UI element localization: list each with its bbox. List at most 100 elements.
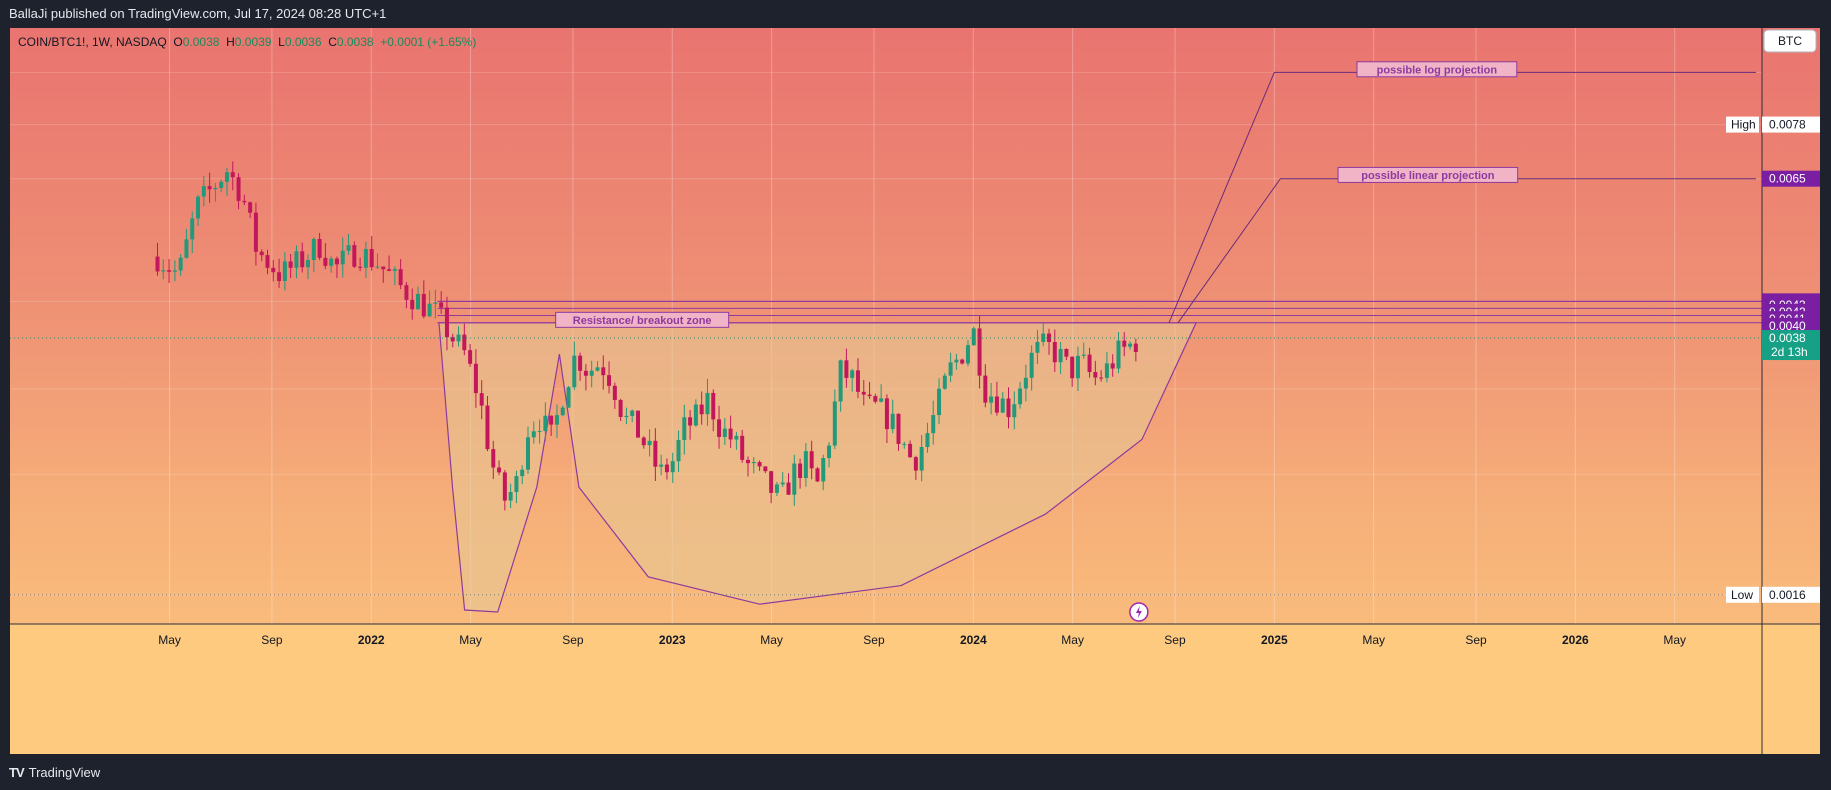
candle-body	[537, 431, 542, 433]
linear-projection-label-box	[1337, 166, 1519, 183]
candle-body	[630, 410, 635, 416]
price-label: 0.0065	[1769, 172, 1806, 186]
candle-body	[711, 392, 716, 420]
candle-body	[346, 245, 351, 251]
currency-button[interactable]	[1763, 29, 1817, 53]
candle-body	[549, 415, 554, 425]
candle-body	[184, 239, 189, 258]
candle-body	[375, 266, 380, 268]
candle-body	[1087, 354, 1092, 373]
log-projection-label: possible log projection	[1377, 64, 1498, 76]
candle-body	[277, 272, 282, 281]
candle-body	[890, 413, 895, 430]
price-tag-box	[1726, 586, 1759, 603]
candle-body	[618, 399, 623, 417]
candle-body	[178, 257, 183, 271]
candle-body	[444, 307, 449, 338]
candle-body	[676, 439, 681, 462]
candle-body	[439, 302, 444, 308]
candle-body	[317, 238, 322, 258]
price-tag-box	[1726, 116, 1759, 133]
candle-body	[693, 404, 698, 426]
candle-body	[937, 388, 942, 416]
linear-projection-label: possible linear projection	[1361, 170, 1495, 182]
time-axis-label: 2026	[1562, 633, 1589, 647]
time-axis-label: May	[158, 633, 181, 647]
candle-body	[282, 261, 287, 281]
candle-body	[230, 172, 235, 178]
candle-body	[717, 419, 722, 437]
bar-countdown: 2d 13h	[1771, 345, 1808, 359]
candle-body	[757, 462, 762, 467]
candle-body	[774, 484, 779, 493]
time-axis-label: 2022	[358, 633, 385, 647]
candle-body	[664, 464, 669, 473]
candle-body	[861, 391, 866, 395]
breakout-zone-label-box	[555, 311, 730, 328]
candle-body	[1035, 341, 1040, 353]
candle-body	[421, 293, 426, 317]
candle-body	[809, 451, 814, 469]
candle-body	[1029, 352, 1034, 378]
candle-body	[612, 385, 617, 400]
candle-body	[1006, 398, 1011, 418]
close-value: 0.0038	[336, 35, 374, 49]
candle-body	[855, 370, 860, 392]
candle-body	[942, 375, 947, 389]
candle-body	[838, 360, 843, 402]
candle-body	[508, 492, 513, 501]
candle-body	[977, 328, 982, 376]
candle-body	[1128, 343, 1133, 347]
linear-projection-line	[1177, 178, 1756, 324]
candle-body	[207, 186, 212, 190]
tradingview-logo-icon: TV	[9, 765, 25, 780]
candlestick-chart[interactable]: Resistance/ breakout zone possible log pr…	[10, 28, 1820, 754]
chart-area[interactable]: Resistance/ breakout zone possible log pr…	[10, 28, 1820, 754]
currency-button-label[interactable]: BTC	[1778, 34, 1802, 48]
candle-body	[306, 260, 311, 268]
candle-body	[381, 266, 386, 270]
candle-body	[161, 270, 166, 272]
candle-body	[398, 269, 403, 286]
candle-body	[1110, 363, 1115, 369]
candle-body	[224, 172, 229, 182]
candle-body	[479, 393, 484, 406]
price-label-box	[1762, 170, 1820, 187]
candle-body	[879, 398, 884, 402]
candle-body	[416, 293, 421, 310]
candle-body	[699, 404, 704, 415]
low-label: L	[278, 35, 285, 49]
candle-body	[867, 394, 872, 397]
candle-body	[722, 428, 727, 437]
candle-body	[323, 257, 328, 266]
candle-body	[213, 187, 218, 190]
change-value: +0.0001 (+1.65%)	[380, 35, 477, 49]
candle-body	[485, 405, 490, 450]
candle-body	[595, 367, 600, 371]
candle-body	[1000, 398, 1005, 413]
candle-body	[201, 186, 206, 197]
log-projection-label-box	[1356, 61, 1518, 78]
candle-body	[1047, 333, 1052, 343]
candle-body	[913, 457, 918, 471]
candle-body	[387, 269, 392, 271]
candle-body	[514, 476, 519, 493]
log-projection-line	[1168, 71, 1756, 323]
candle-body	[560, 407, 565, 416]
candle-body	[989, 396, 994, 403]
candle-body	[931, 415, 936, 434]
close-label: C	[328, 35, 337, 49]
candle-body	[815, 468, 820, 482]
time-axis-label: Sep	[1465, 633, 1487, 647]
time-axis-label: 2023	[659, 633, 686, 647]
candle-body	[172, 270, 177, 272]
candle-body	[896, 413, 901, 444]
price-tag-label: High	[1731, 118, 1756, 132]
candle-body	[624, 415, 629, 417]
candle-body	[1064, 348, 1069, 357]
price-label: 0.0078	[1769, 118, 1806, 132]
time-axis-label: Sep	[1164, 633, 1186, 647]
candle-body	[670, 461, 675, 473]
candle-body	[635, 410, 640, 438]
candle-body	[925, 433, 930, 448]
